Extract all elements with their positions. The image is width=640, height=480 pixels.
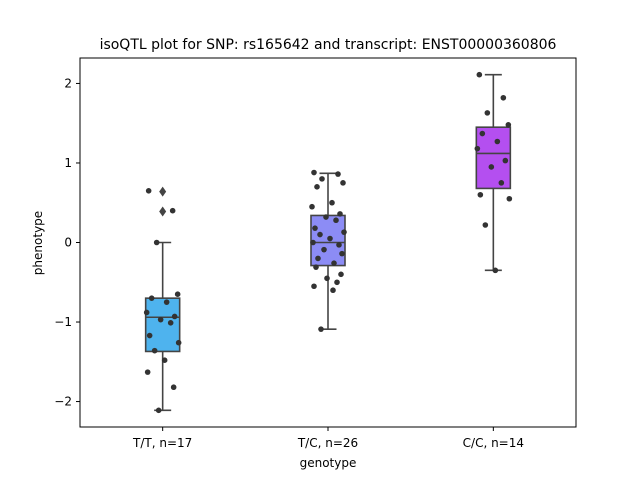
data-point [330,287,336,294]
data-point [336,242,342,248]
y-tick-label: −2 [54,395,72,409]
data-point [324,275,330,282]
data-point [157,316,164,323]
data-point [340,180,346,186]
data-point [488,164,495,170]
data-point [169,207,176,214]
data-point [492,267,499,274]
data-point [476,71,483,78]
data-point [153,239,160,246]
data-point [333,217,339,224]
chart-title: isoQTL plot for SNP: rs165642 and transc… [100,37,557,53]
data-point [318,326,324,332]
y-tick-label: 2 [64,76,72,90]
data-point [482,222,489,228]
data-point [309,203,315,210]
data-point [479,130,486,137]
data-point [484,110,491,116]
plot-area [143,71,513,414]
y-tick-label: 1 [64,156,72,170]
data-point [474,145,481,152]
data-point [339,250,345,257]
data-point [323,214,329,220]
data-point [155,407,162,414]
data-point [502,157,509,164]
data-point [319,176,325,182]
data-point [312,225,318,231]
axes: −2 −1 0 1 2 T/T, n=17 T/C, n=26 C/C, n=14 [54,76,524,450]
data-point [331,260,337,266]
box [144,297,181,353]
y-tick-label: −1 [54,315,72,329]
data-point [477,191,484,198]
data-point [175,339,182,346]
data-point [151,347,158,354]
outlier-marker [159,206,167,217]
box [475,126,512,190]
data-point [145,188,152,194]
data-point [327,235,333,242]
x-axis-label: genotype [300,456,357,470]
outlier-marker [159,186,167,197]
data-point [337,211,343,217]
data-point [494,138,501,145]
x-tick-label: C/C, n=14 [463,436,524,450]
data-point [335,171,341,177]
x-tick-label: T/C, n=26 [297,436,358,450]
data-point [315,255,321,262]
data-point [314,184,320,190]
data-point [143,309,150,316]
data-point [329,199,335,206]
data-point [338,271,344,278]
data-point [174,291,181,297]
data-point [161,357,168,363]
data-point [171,313,178,320]
data-point [170,384,177,391]
data-point [506,195,513,202]
data-point [148,295,155,301]
data-point [144,369,151,375]
data-point [146,332,153,339]
y-axis-label: phenotype [31,211,45,275]
data-point [321,246,327,253]
data-point [310,239,316,246]
data-point [167,320,174,326]
data-point [313,264,319,270]
data-point [317,231,323,238]
data-point [341,229,347,235]
data-point [500,94,507,101]
data-point [505,122,512,128]
data-point [311,283,317,290]
y-tick-label: 0 [64,236,72,250]
data-point [311,169,317,176]
data-point [163,299,170,305]
x-tick-label: T/T, n=17 [132,436,192,450]
data-point [334,279,340,286]
data-point [498,180,505,186]
